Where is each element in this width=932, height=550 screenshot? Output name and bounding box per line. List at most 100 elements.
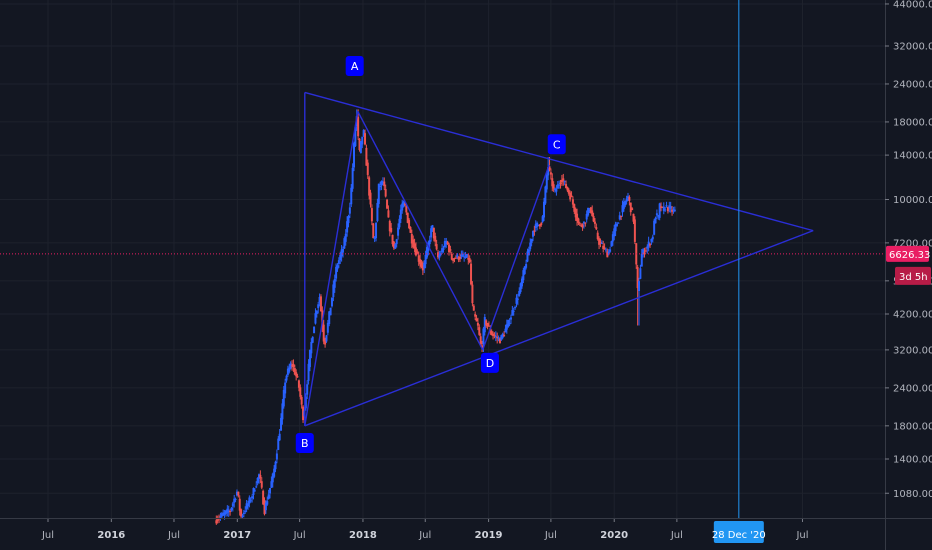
candle-body [353,143,356,168]
candle-body [475,318,478,322]
candle-body [392,241,395,249]
candle-body [308,349,311,368]
pattern-trendline[interactable] [357,111,484,351]
candle-body [540,223,543,225]
candle-body [592,216,595,222]
pattern-trendline[interactable] [304,91,814,232]
candle-body [237,491,240,496]
candle-body [339,254,342,261]
candle-body [549,172,552,175]
candle-body [468,258,471,262]
candle-body [215,520,218,524]
candle-body [351,167,354,189]
pattern-trendline[interactable] [304,229,814,427]
candle-body [525,264,528,268]
candle-body [441,248,444,253]
triangle-pattern[interactable] [304,91,814,427]
candle-body [258,474,260,479]
candle-body [672,209,675,211]
candle-body [307,363,310,381]
candle-body [632,213,635,222]
price-tick-label: 1080.00 [893,489,932,500]
candle-body [383,181,386,187]
candle-body [229,511,232,513]
candle-body [262,490,265,505]
candle-body [274,461,277,470]
candle-body [591,210,594,216]
candle-body [286,368,289,375]
candle-body [336,265,339,270]
candle-body [508,323,511,325]
candle-body [547,167,550,176]
candle-body [344,233,347,242]
candle-body [409,226,412,233]
candle-body [384,189,387,197]
candle-body [610,241,613,247]
candle-body [453,258,456,260]
price-tick-label: 4200.00 [893,310,932,321]
candle-body [503,335,506,337]
price-tick-label: 44000.00 [893,0,932,10]
candle-body [638,281,641,291]
candle-body [621,205,624,213]
candle-body [319,296,322,312]
candle-body [514,307,517,309]
candle-body [640,253,643,267]
candle-body [636,267,639,289]
candle-body [402,201,405,208]
candle-body [574,208,577,218]
candle-body [391,234,394,245]
candle-body [538,224,541,227]
pattern-trendline[interactable] [304,111,359,426]
candle-body [278,433,281,441]
candle-body [668,205,671,208]
candle-body [329,307,332,316]
candle-body [419,259,422,265]
candle-body [661,206,664,208]
candle-body [436,252,439,258]
candle-body [534,223,537,229]
candle-body [662,206,665,211]
candle-body [478,327,481,335]
candle-body [631,208,634,211]
pattern-trendline[interactable] [482,164,550,351]
price-axis[interactable]: 1080.00 1400.00 1800.00 2400.00 3200.00 4200.… [885,0,932,550]
candle-body [438,254,441,258]
candle-body [512,310,515,312]
candle-body [452,258,455,261]
candle-body [224,510,227,514]
candle-body [216,519,219,521]
candle-body [414,247,417,256]
candle-body [585,213,588,220]
candle-body [589,207,592,213]
candle-body [317,304,320,309]
candle-body [372,223,375,239]
candle-body [417,255,420,262]
candle-body [647,241,650,247]
candle-body [646,246,649,249]
candle-body [386,199,389,209]
time-tick-label: Jul [670,530,683,541]
candle-body [543,201,546,218]
time-axis[interactable]: Jul 2016 Jul 2017 Jul 2018 Jul 2019 Jul 2020 Jul Ju… [0,518,932,543]
candle-body [310,341,313,354]
candle-body [545,175,548,190]
time-tick-label: Jul [41,530,54,541]
candle-body [463,256,466,258]
price-tick-label: 10000.00 [893,195,932,206]
candle-body [328,311,331,324]
candle-body [571,199,574,205]
candle-body [431,225,434,231]
candle-body [361,136,364,145]
candle-body [318,296,321,303]
candle-body [548,166,551,170]
candle-body [267,494,270,500]
candle-body [531,231,534,237]
candle-body [606,251,609,258]
candle-body [504,328,507,333]
candle-body [230,507,233,511]
candle-body [369,192,372,205]
candle-body [297,380,300,388]
candle-body [665,205,668,207]
